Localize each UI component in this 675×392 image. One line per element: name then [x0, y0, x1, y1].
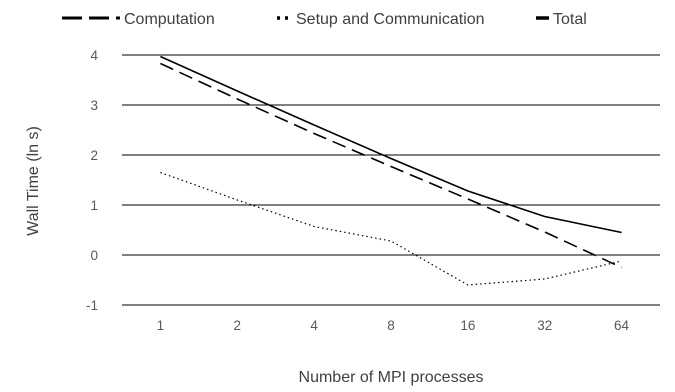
x-tick-label: 32	[537, 318, 552, 333]
y-axis-title: Wall Time (ln s)	[25, 126, 42, 236]
x-tick-label: 64	[614, 318, 630, 333]
legend-label-total: Total	[553, 11, 587, 28]
y-tick-label: 1	[90, 198, 98, 213]
series-line-setup-and-communication	[160, 171, 622, 286]
gridlines	[122, 54, 660, 306]
y-tick-label: 4	[90, 48, 98, 63]
legend-label-setup-communication: Setup and Communication	[296, 11, 485, 28]
x-tick-label: 1	[157, 318, 165, 333]
y-tick-label: 2	[90, 148, 98, 163]
y-tick-label: -1	[86, 298, 98, 313]
y-axis-ticks: -1 0 1 2 3 4	[86, 48, 99, 313]
legend-label-computation: Computation	[124, 11, 215, 28]
series-line-computation	[160, 62, 622, 269]
y-tick-label: 3	[90, 98, 98, 113]
x-tick-label: 4	[310, 318, 318, 333]
x-tick-label: 2	[234, 318, 242, 333]
y-tick-label: 0	[90, 248, 98, 263]
x-axis-ticks: 1 2 4 8 16 32 64	[157, 318, 630, 333]
x-tick-label: 16	[460, 318, 475, 333]
legend: Computation Setup and Communication Tota…	[62, 11, 587, 28]
series-lines	[160, 55, 622, 286]
series-line-total	[160, 55, 622, 234]
x-tick-label: 8	[387, 318, 395, 333]
x-axis-title: Number of MPI processes	[299, 369, 484, 386]
